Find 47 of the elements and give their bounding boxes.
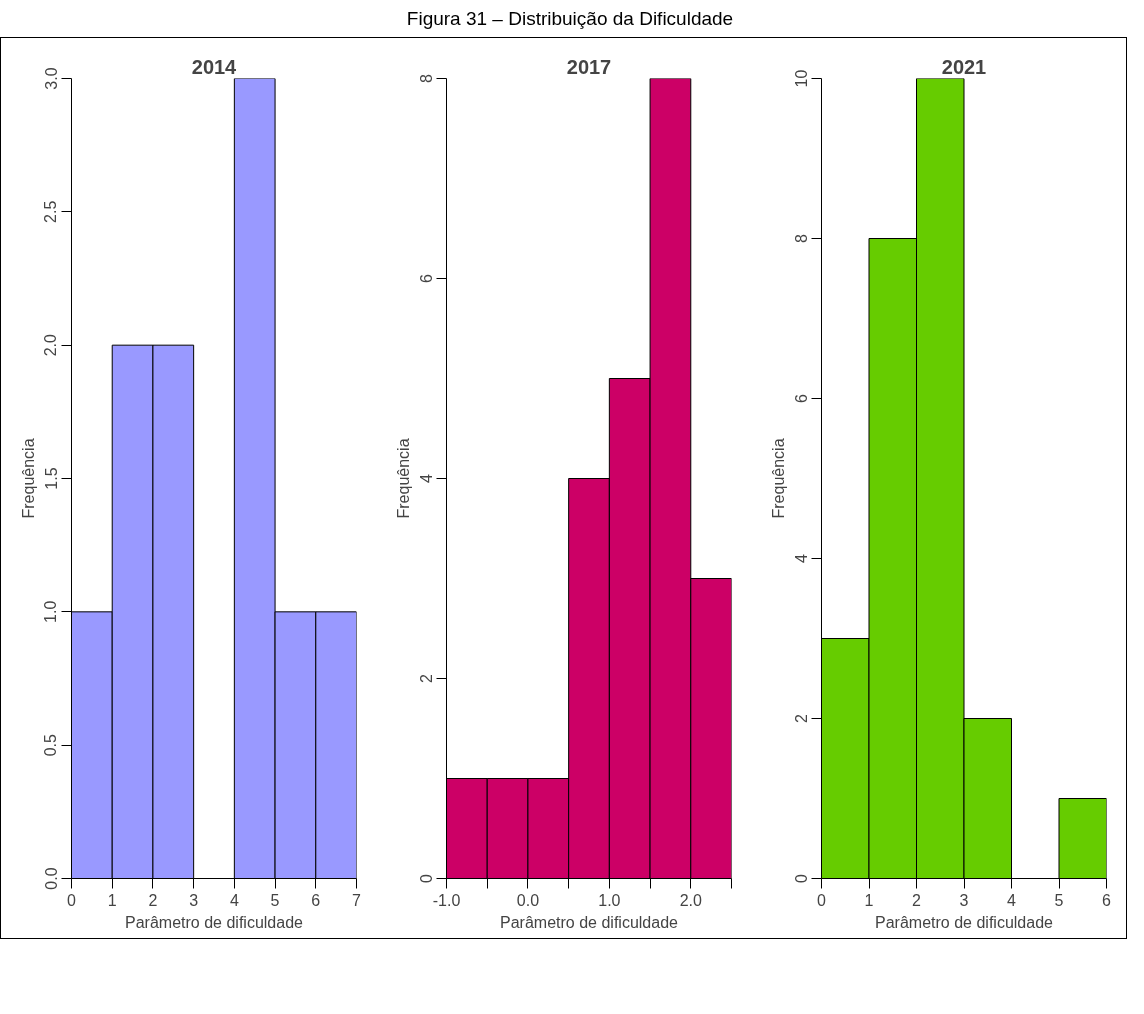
y-tick-label: 2 [417,674,435,684]
y-tick-label: 1.5 [42,467,60,490]
x-tick-label: 1.0 [598,891,621,909]
y-tick-label: 2 [792,714,810,724]
x-tick-label: 4 [1007,891,1017,909]
x-axis-title: Parâmetro de dificuldade [500,913,679,931]
x-tick-label: 1 [107,891,117,909]
y-tick-label: 4 [792,554,810,564]
y-tick-label: 1.0 [42,600,60,624]
text: Figura 31 – Distribuição da Dificuldade [406,7,734,31]
y-tick-label: 10 [792,69,810,88]
y-tick-label: 0.5 [42,734,60,757]
x-tick-label: 4 [229,891,239,909]
x-tick-label: 3 [189,891,199,909]
x-tick-label: 2.0 [679,891,703,909]
x-tick-label: 2 [912,891,922,909]
y-tick-label: 8 [417,74,435,84]
y-tick-label: 2.5 [42,200,60,224]
x-tick-label: 5 [270,891,280,909]
x-tick-label: 6 [311,891,321,909]
y-axis-title: Frequência [769,438,787,519]
x-tick-label: 0.0 [516,891,540,909]
y-tick-label: 0 [417,874,435,884]
y-axis-title: Frequência [394,438,412,519]
x-tick-label: 6 [1102,891,1112,909]
x-tick-label: 7 [352,891,362,909]
y-tick-label: 2.0 [42,334,60,357]
y-tick-label: 0 [792,874,810,884]
chart-title: 2017 [566,55,612,78]
y-tick-label: 4 [417,474,435,484]
chart-title: 2021 [941,55,987,78]
x-tick-label: 2 [148,891,158,909]
y-tick-label: 8 [792,234,810,244]
y-tick-label: 6 [417,274,435,284]
y-tick-label: 3.0 [42,67,60,90]
y-tick-label: 0.0 [42,867,60,890]
x-tick-label: 1 [864,891,874,909]
x-axis-title: Parâmetro de dificuldade [875,913,1054,931]
y-tick-label: 6 [792,394,810,404]
x-tick-label: 3 [959,891,969,909]
x-axis-title: Parâmetro de dificuldade [125,913,304,931]
x-tick-label: 5 [1054,891,1064,909]
chart-title: 2014 [191,55,238,78]
y-axis-title: Frequência [19,438,37,519]
x-tick-label: 0 [817,891,827,909]
x-tick-label: 0 [67,891,77,909]
x-tick-label: -1.0 [432,891,461,909]
